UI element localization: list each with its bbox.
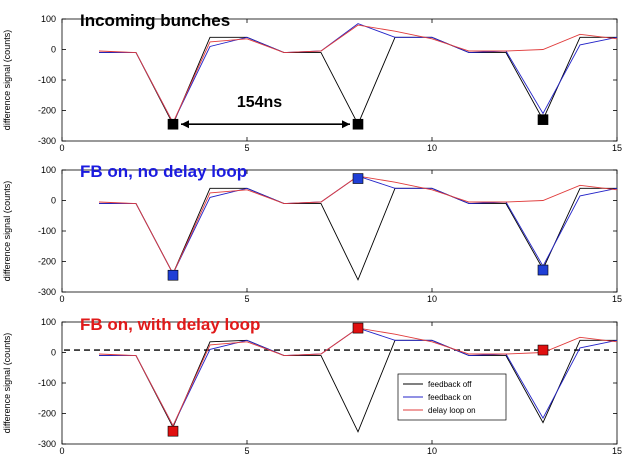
x-tick-label: 0 [59,143,64,153]
y-tick-label: -100 [38,226,56,236]
y-tick-label: 0 [51,45,56,55]
y-tick-label: 100 [41,14,56,24]
y-tick-label: 0 [51,348,56,358]
annotation-label: 154ns [237,94,282,111]
x-tick-label: 0 [59,446,64,456]
x-tick-label: 15 [612,294,622,304]
y-tick-label: -100 [38,378,56,388]
x-tick-label: 5 [244,446,249,456]
y-axis-label: difference signal (counts) [2,30,12,130]
y-axis-label: difference signal (counts) [2,181,12,281]
y-tick-label: -200 [38,106,56,116]
data-marker [352,322,364,334]
x-tick-label: 0 [59,294,64,304]
annotation-arrowhead-right [342,120,350,129]
y-tick-label: -200 [38,409,56,419]
y-tick-label: -100 [38,75,56,85]
data-marker [352,173,364,184]
y-tick-label: 100 [41,165,56,175]
x-tick-label: 10 [427,294,437,304]
y-tick-label: -200 [38,257,56,267]
plot-area [61,169,618,293]
x-tick-label: 15 [612,446,622,456]
series-line-feedback-off [99,187,617,281]
series-line-feedback-on [99,23,618,124]
chart-title: FB on, with delay loop [80,315,260,334]
y-tick-label: 0 [51,196,56,206]
y-tick-label: -300 [38,439,56,449]
annotation-arrowhead-left [181,120,189,129]
legend-entry-label: feedback off [428,380,472,389]
chart-title: Incoming bunches [80,11,230,30]
x-tick-label: 15 [612,143,622,153]
data-marker [352,118,364,130]
x-tick-label: 10 [427,143,437,153]
data-marker [167,269,179,281]
legend: feedback off feedback on delay loop on [397,373,507,421]
x-tick-label: 10 [427,446,437,456]
legend-entry-label: delay loop on [428,406,476,415]
data-marker [537,114,549,125]
y-tick-label: -300 [38,136,56,146]
plot-area [61,18,618,142]
chart-title: FB on, no delay loop [80,162,247,181]
y-tick-label: 100 [41,317,56,327]
y-tick-label: -300 [38,287,56,297]
y-axis-label: difference signal (counts) [2,333,12,433]
data-marker [167,118,179,130]
data-marker [537,264,549,276]
data-marker [167,425,179,437]
legend-entry-label: feedback on [428,393,472,402]
x-tick-label: 5 [244,143,249,153]
data-marker [537,344,549,356]
plot-area [61,321,618,445]
x-tick-label: 5 [244,294,249,304]
series-line-delay-loop-on [98,24,618,124]
